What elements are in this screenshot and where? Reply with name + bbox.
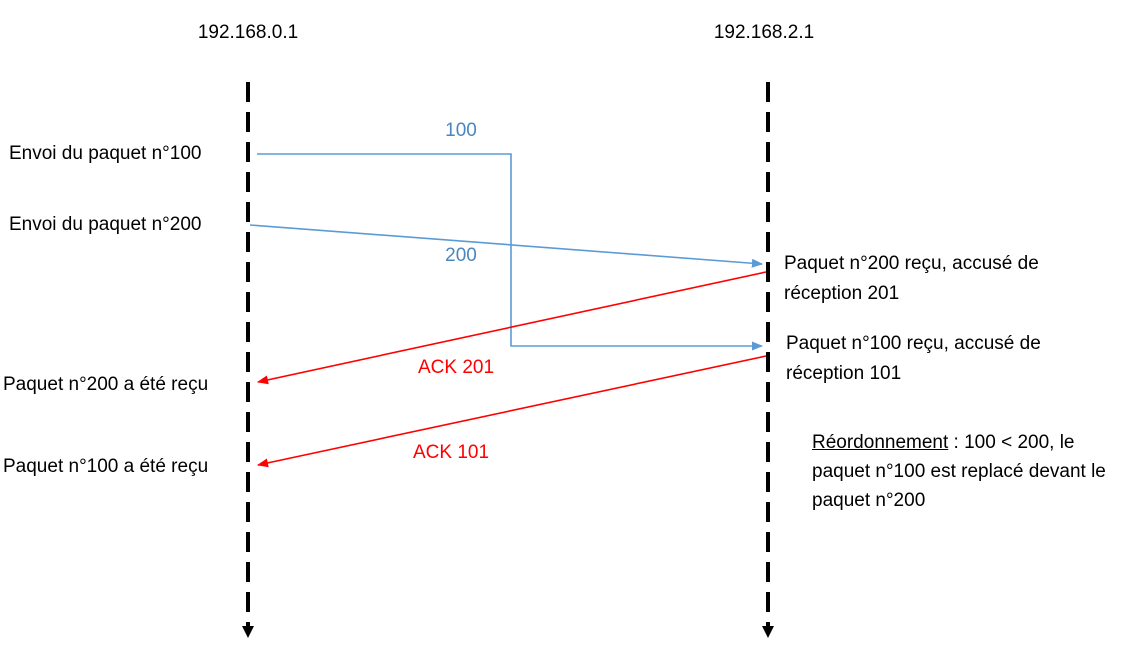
event-recv-100-line2: réception 101 xyxy=(786,363,902,384)
event-recv-100-line1: Paquet n°100 reçu, accusé de xyxy=(786,333,1041,354)
packet-100-arrow xyxy=(257,153,764,351)
host-right-label: 192.168.2.1 xyxy=(713,22,815,43)
packet-100-label: 100 xyxy=(445,120,477,141)
reorder-note-text: : 100 < 200, le paquet n°100 est replacé… xyxy=(812,432,1106,511)
event-ack-200-received: Paquet n°200 a été reçu xyxy=(3,374,209,395)
ack-201-arrow xyxy=(256,271,767,385)
host-left-label: 192.168.0.1 xyxy=(197,22,299,43)
timeline-left-arrowhead xyxy=(242,626,254,638)
event-recv-200-line1: Paquet n°200 reçu, accusé de xyxy=(784,253,1039,274)
event-ack-100-received: Paquet n°100 a été reçu xyxy=(3,456,209,477)
ack-201-label: ACK 201 xyxy=(417,357,495,378)
reorder-note: Réordonnement : 100 < 200, le paquet n°1… xyxy=(812,428,1128,515)
packet-200-arrow xyxy=(249,224,764,268)
reorder-note-term: Réordonnement xyxy=(812,432,949,453)
event-recv-200-line2: réception 201 xyxy=(784,283,900,304)
timeline-right-arrowhead xyxy=(762,626,774,638)
event-send-200: Envoi du paquet n°200 xyxy=(9,214,202,235)
ack-101-arrow xyxy=(256,355,767,468)
packet-200-label: 200 xyxy=(445,245,477,266)
ack-101-label: ACK 101 xyxy=(412,442,490,463)
event-send-100: Envoi du paquet n°100 xyxy=(9,143,202,164)
